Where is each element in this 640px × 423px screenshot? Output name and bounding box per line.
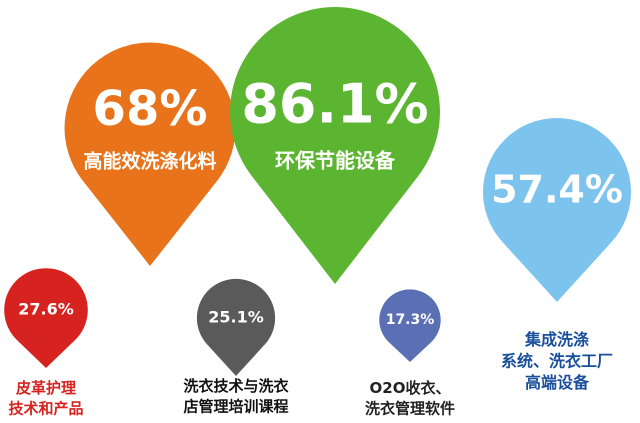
- category-label: 高能效洗涤化料: [83, 150, 216, 173]
- category-line: 高端设备: [525, 373, 590, 392]
- pin: [64, 42, 236, 266]
- category-label: 洗衣技术与洗衣店管理培训课程: [183, 377, 288, 415]
- category-label: 集成洗涤系统、洗衣工厂高端设备: [501, 330, 613, 392]
- value-label: 17.3%: [386, 312, 435, 328]
- value-label: 68%: [93, 81, 208, 137]
- pin: [4, 268, 88, 368]
- pin: [196, 278, 276, 376]
- category-line: 店管理培训课程: [183, 397, 288, 415]
- value-label: 57.4%: [491, 168, 623, 212]
- category-label: 皮革护理技术和产品: [8, 379, 83, 417]
- value-label: 25.1%: [208, 308, 264, 327]
- category-line: 皮革护理: [16, 379, 76, 397]
- category-line: 洗衣管理软件: [365, 399, 455, 417]
- category-line: O2O收衣、: [370, 379, 451, 397]
- category-label: O2O收衣、洗衣管理软件: [365, 379, 455, 417]
- category-line: 洗衣技术与洗衣: [183, 377, 288, 395]
- pin: [483, 118, 631, 302]
- category-line: 技术和产品: [8, 399, 83, 417]
- value-label: 27.6%: [18, 300, 74, 319]
- pin: [379, 289, 441, 362]
- category-line: 集成洗涤: [524, 330, 589, 349]
- value-label: 86.1%: [241, 73, 428, 136]
- category-label: 环保节能设备: [275, 149, 396, 173]
- pin: [230, 7, 440, 285]
- category-line: 系统、洗衣工厂: [501, 351, 613, 370]
